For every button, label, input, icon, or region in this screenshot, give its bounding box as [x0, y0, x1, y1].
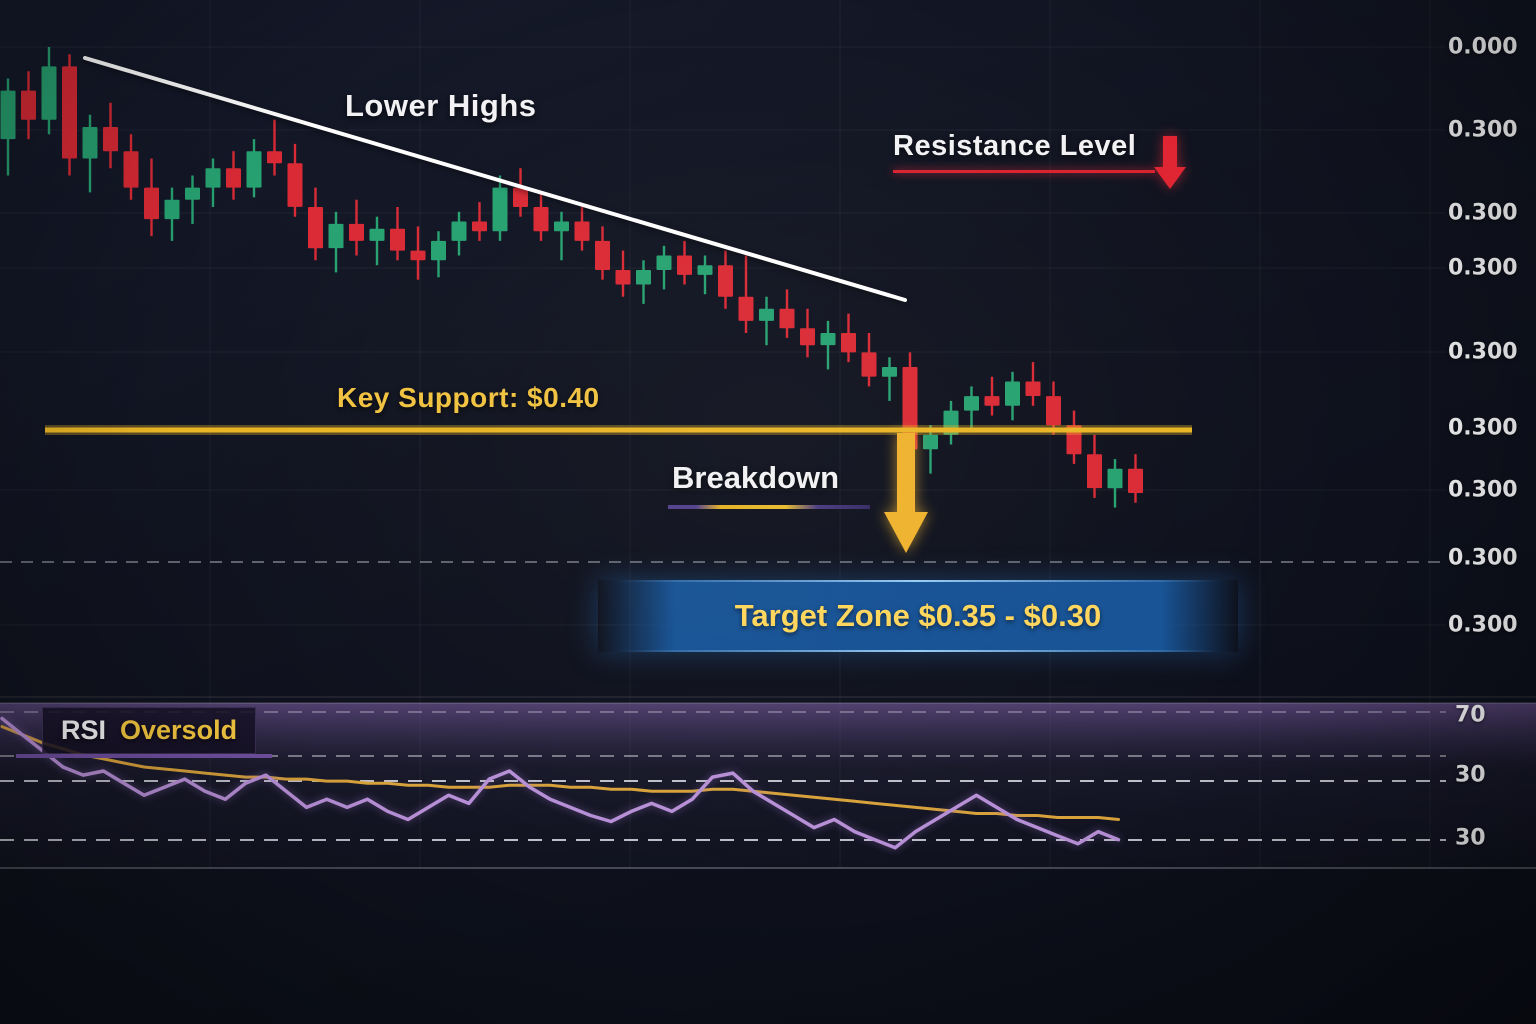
key-support-label: Key Support: $0.40	[337, 382, 600, 413]
candle	[103, 102, 118, 169]
rsi-label: RSI	[61, 715, 107, 745]
price-axis-label: 0.300	[1448, 117, 1518, 143]
rsi-axis-label: 70	[1455, 702, 1486, 728]
candle	[246, 139, 262, 198]
candle	[882, 357, 897, 401]
resistance-level-label: Resistance Level	[893, 130, 1137, 162]
candle	[82, 114, 98, 193]
candle	[1025, 362, 1041, 406]
candle	[984, 376, 1000, 416]
price-axis-label: 0.300	[1448, 545, 1518, 571]
candle	[554, 211, 569, 261]
candle	[328, 211, 344, 273]
price-axis-label: 0.300	[1448, 477, 1518, 503]
candle	[943, 400, 959, 445]
price-axis-label: 0.300	[1448, 200, 1518, 226]
candle	[615, 250, 631, 297]
rsi-label-underline	[16, 754, 272, 758]
lower-highs-trendline	[83, 56, 907, 302]
candle	[431, 231, 446, 278]
candle	[205, 158, 221, 207]
target-zone-banner: Target Zone $0.35 - $0.30	[598, 580, 1238, 652]
candle	[123, 134, 139, 200]
candle	[308, 187, 323, 261]
candle	[410, 226, 426, 280]
candle	[62, 54, 77, 176]
price-axis-label: 0.300	[1448, 612, 1518, 638]
candle	[492, 175, 508, 241]
candle	[41, 47, 57, 135]
candle	[697, 255, 713, 295]
candle	[185, 175, 200, 224]
candle	[759, 296, 774, 346]
candle	[1107, 459, 1123, 508]
candle	[820, 320, 836, 370]
candle	[923, 425, 938, 474]
candle	[164, 187, 180, 241]
breakdown-arrow-icon	[884, 433, 928, 553]
price-axis-label: 0.300	[1448, 415, 1518, 441]
candle	[1087, 434, 1102, 498]
price-axis-label: 0.300	[1448, 255, 1518, 281]
candle	[964, 386, 979, 430]
candle	[513, 168, 528, 217]
candle	[226, 151, 241, 200]
candle	[636, 260, 651, 304]
candle	[144, 158, 159, 237]
candle	[21, 71, 36, 140]
candle	[861, 333, 877, 387]
rsi-axis-label: 30	[1455, 762, 1486, 788]
lower-highs-label: Lower Highs	[345, 88, 537, 123]
candle	[595, 226, 610, 280]
resistance-arrow-icon	[1154, 136, 1186, 189]
candle	[390, 207, 405, 261]
target-zone-label: Target Zone $0.35 - $0.30	[734, 598, 1102, 633]
rsi-line	[0, 716, 1121, 850]
candle	[1066, 410, 1082, 464]
candle	[369, 216, 385, 266]
candle	[267, 119, 282, 176]
candle	[472, 202, 487, 241]
breakdown-underline	[668, 505, 870, 509]
price-axis-label: 0.000	[1448, 34, 1518, 60]
candle	[800, 308, 815, 358]
candle	[677, 240, 692, 285]
price-axis-label: 0.300	[1448, 339, 1518, 365]
oversold-label: Oversold	[120, 715, 238, 745]
rsi-axis-label: 30	[1455, 825, 1486, 851]
candle	[349, 199, 364, 256]
candle	[779, 289, 795, 338]
breakdown-label: Breakdown	[672, 460, 840, 495]
rsi-label-box: RSI Oversold	[42, 707, 257, 754]
candle	[451, 211, 467, 256]
candle	[841, 313, 856, 363]
candle	[656, 245, 672, 290]
candle	[1046, 381, 1061, 435]
candle	[718, 250, 733, 309]
candle	[1128, 454, 1143, 503]
rsi-signal-line	[0, 725, 1120, 821]
candle	[1005, 371, 1020, 421]
candle	[287, 143, 303, 217]
resistance-underline	[893, 170, 1155, 173]
candle	[533, 192, 549, 241]
candle	[0, 78, 16, 176]
candle	[574, 207, 590, 251]
candle	[738, 255, 754, 333]
